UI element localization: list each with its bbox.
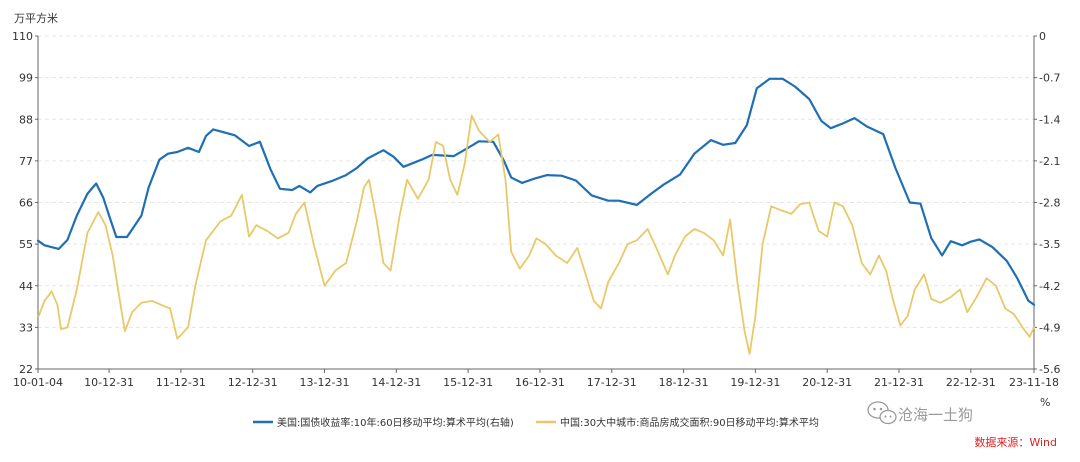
x-tick-label: 10-01-04 bbox=[13, 376, 63, 389]
left-tick-label: 99 bbox=[19, 72, 33, 85]
x-tick-label: 16-12-31 bbox=[515, 376, 565, 389]
x-tick-label: 14-12-31 bbox=[371, 376, 421, 389]
series-lines bbox=[36, 77, 1036, 355]
series-line-us-yield bbox=[36, 77, 1036, 306]
legend-label-us-yield: 美国:国债收益率:10年:60日移动平均:算术平均(右轴) bbox=[277, 416, 514, 429]
legend-label-china-sales: 中国:30大中城市:商品房成交面积:90日移动平均:算术平均 bbox=[560, 416, 819, 429]
x-tick-label: 19-12-31 bbox=[730, 376, 780, 389]
right-tick-label: -0.7 bbox=[1039, 72, 1060, 85]
x-tick-label: 21-12-31 bbox=[874, 376, 924, 389]
x-tick-label: 10-12-31 bbox=[84, 376, 134, 389]
x-tick-label: 20-12-31 bbox=[802, 376, 852, 389]
x-tick-label: 15-12-31 bbox=[443, 376, 493, 389]
right-tick-label: -2.1 bbox=[1039, 155, 1060, 168]
left-tick-label: 110 bbox=[12, 30, 33, 43]
left-tick-label: 77 bbox=[19, 155, 33, 168]
left-tick-label: 66 bbox=[19, 197, 33, 210]
right-tick-label: -1.4 bbox=[1039, 113, 1060, 126]
axes: 110 0 99 -0.7 88 -1.4 77 -2.1 66 -2.8 55 -3.5 44 -4.2… bbox=[12, 30, 1060, 389]
left-axis-unit: 万平方米 bbox=[14, 11, 58, 25]
right-tick-label: -5.6 bbox=[1039, 363, 1060, 376]
watermark-text: 沧海一土狗 bbox=[898, 406, 973, 424]
gridlines bbox=[38, 35, 1034, 328]
series-line-china-sales bbox=[37, 114, 1035, 355]
legend: 美国:国债收益率:10年:60日移动平均:算术平均(右轴) 中国:30大中城市:… bbox=[253, 416, 819, 429]
x-tick-label: 23-11-18 bbox=[1009, 376, 1059, 389]
x-tick-label: 12-12-31 bbox=[228, 376, 278, 389]
x-tick-label: 22-12-31 bbox=[946, 376, 996, 389]
left-tick-label: 55 bbox=[19, 238, 33, 251]
right-tick-label: 0 bbox=[1039, 30, 1046, 43]
right-tick-label: -4.9 bbox=[1039, 321, 1060, 334]
wechat-icon bbox=[867, 401, 897, 425]
x-tick-label: 13-12-31 bbox=[300, 376, 350, 389]
left-tick-label: 33 bbox=[19, 321, 33, 334]
right-tick-label: -2.8 bbox=[1039, 197, 1060, 210]
x-tick-label: 11-12-31 bbox=[156, 376, 206, 389]
right-axis-unit: % bbox=[1040, 396, 1050, 409]
left-tick-label: 22 bbox=[19, 363, 33, 376]
right-tick-label: -4.2 bbox=[1039, 280, 1060, 293]
left-tick-label: 88 bbox=[19, 113, 33, 126]
x-tick-label: 17-12-31 bbox=[587, 376, 637, 389]
left-tick-label: 44 bbox=[19, 280, 33, 293]
right-tick-label: -3.5 bbox=[1039, 238, 1060, 251]
watermark: 沧海一土狗 bbox=[867, 401, 973, 425]
data-source-note: 数据来源：Wind bbox=[974, 435, 1057, 449]
x-tick-label: 18-12-31 bbox=[659, 376, 709, 389]
